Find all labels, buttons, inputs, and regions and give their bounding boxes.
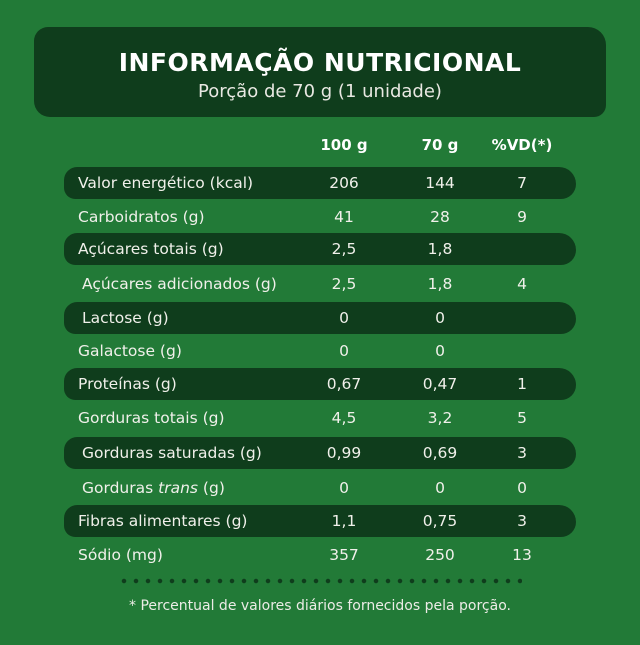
- label-italic: trans: [158, 479, 198, 497]
- row-label: Valor energético (kcal): [78, 174, 254, 192]
- table-row: Fibras alimentares (g) 1,1 0,75 3: [64, 505, 576, 537]
- table-row: Carboidratos (g) 41 28 9: [64, 201, 576, 233]
- column-header-vd: %VD(*): [491, 136, 553, 154]
- row-label: Proteínas (g): [78, 375, 177, 393]
- value-100g: 206: [329, 174, 359, 192]
- value-100g: 0: [339, 309, 349, 327]
- value-100g: 0,67: [326, 375, 362, 393]
- value-70g: 0,47: [422, 375, 458, 393]
- row-label: Açúcares adicionados (g): [82, 275, 277, 293]
- value-70g: 0: [435, 342, 445, 360]
- value-70g: 3,2: [427, 409, 453, 427]
- value-70g: 1,8: [427, 275, 453, 293]
- value-vd: 5: [517, 409, 527, 427]
- row-label: Açúcares totais (g): [78, 240, 224, 258]
- label-suffix: (g): [198, 479, 225, 497]
- value-vd: 4: [517, 275, 527, 293]
- column-header-70g: 70 g: [421, 136, 459, 154]
- footnote: * Percentual de valores diários fornecid…: [129, 598, 511, 614]
- value-70g: 0,69: [422, 444, 458, 462]
- value-100g: 4,5: [331, 409, 357, 427]
- value-100g: 1,1: [331, 512, 357, 530]
- value-70g: 0: [435, 479, 445, 497]
- value-100g: 0: [339, 479, 349, 497]
- table-row: Proteínas (g) 0,67 0,47 1: [64, 368, 576, 400]
- value-70g: 0: [435, 309, 445, 327]
- value-100g: 2,5: [331, 240, 357, 258]
- value-100g: 41: [334, 208, 354, 226]
- value-70g: 250: [425, 546, 455, 564]
- value-vd: 7: [517, 174, 527, 192]
- value-vd: 13: [512, 546, 532, 564]
- table-row: Sódio (mg) 357 250 13: [64, 539, 576, 571]
- row-label: Fibras alimentares (g): [78, 512, 248, 530]
- row-label: Gorduras trans (g): [82, 479, 225, 497]
- value-vd: 3: [517, 444, 527, 462]
- table-row: Gorduras saturadas (g) 0,99 0,69 3: [64, 437, 576, 469]
- row-label: Gorduras saturadas (g): [82, 444, 262, 462]
- value-70g: 0,75: [422, 512, 458, 530]
- serving-size: Porção de 70 g (1 unidade): [198, 81, 442, 102]
- table-row: Gorduras totais (g) 4,5 3,2 5: [64, 402, 576, 434]
- label-prefix: Gorduras: [82, 479, 159, 497]
- table-header: INFORMAÇÃO NUTRICIONAL Porção de 70 g (1…: [34, 27, 606, 117]
- value-70g: 144: [425, 174, 455, 192]
- table-row: Açúcares adicionados (g) 2,5 1,8 4: [64, 268, 576, 300]
- value-70g: 1,8: [427, 240, 453, 258]
- table-row: Valor energético (kcal) 206 144 7: [64, 167, 576, 199]
- table-row: Lactose (g) 0 0: [64, 302, 576, 334]
- row-label: Sódio (mg): [78, 546, 163, 564]
- value-vd: 3: [517, 512, 527, 530]
- page-title: INFORMAÇÃO NUTRICIONAL: [118, 48, 522, 77]
- value-100g: 2,5: [331, 275, 357, 293]
- row-label: Gorduras totais (g): [78, 409, 225, 427]
- value-100g: 0,99: [326, 444, 362, 462]
- value-vd: 9: [517, 208, 527, 226]
- value-vd: 0: [517, 479, 527, 497]
- row-label: Lactose (g): [82, 309, 169, 327]
- dotted-divider: [118, 578, 522, 584]
- column-header-100g: 100 g: [320, 136, 368, 154]
- value-70g: 28: [430, 208, 450, 226]
- table-row: Açúcares totais (g) 2,5 1,8: [64, 233, 576, 265]
- table-row: Gorduras trans (g) 0 0 0: [64, 472, 576, 504]
- value-vd: 1: [517, 375, 527, 393]
- table-row: Galactose (g) 0 0: [64, 335, 576, 367]
- value-100g: 357: [329, 546, 359, 564]
- value-100g: 0: [339, 342, 349, 360]
- row-label: Galactose (g): [78, 342, 182, 360]
- row-label: Carboidratos (g): [78, 208, 205, 226]
